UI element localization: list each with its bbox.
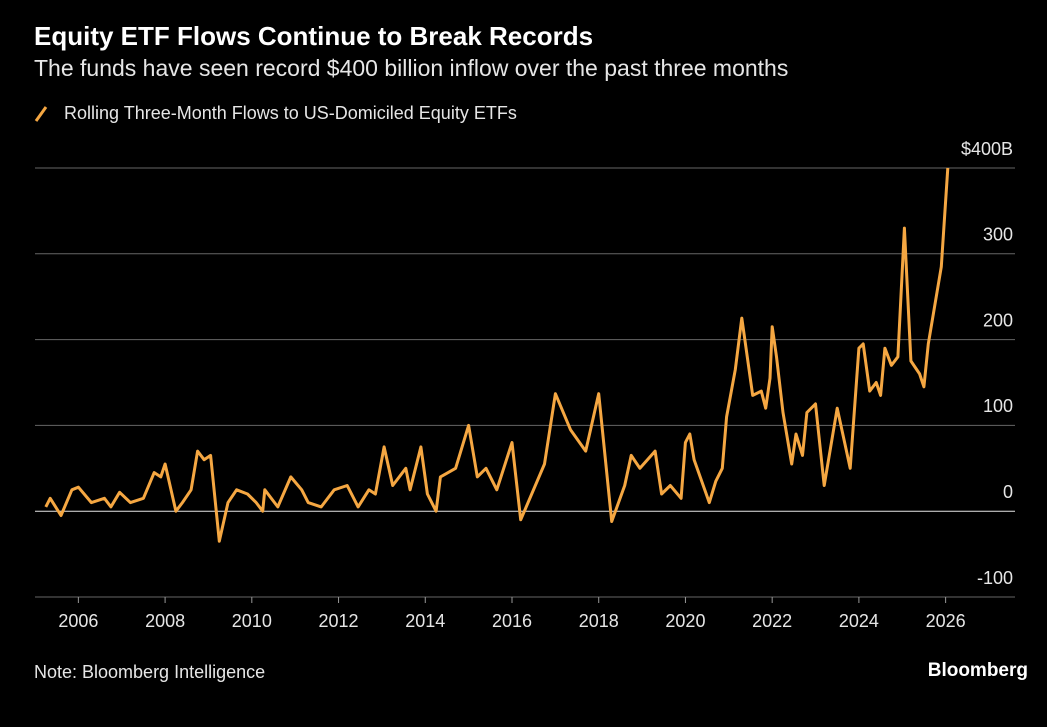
y-tick-label: 300 bbox=[983, 225, 1013, 245]
x-tick-label: 2020 bbox=[665, 611, 705, 631]
chart-subtitle: The funds have seen record $400 billion … bbox=[34, 55, 788, 81]
legend-label: Rolling Three-Month Flows to US-Domicile… bbox=[64, 103, 517, 123]
legend-swatch bbox=[34, 106, 48, 122]
x-tick-label: 2026 bbox=[926, 611, 966, 631]
chart-title: Equity ETF Flows Continue to Break Recor… bbox=[34, 21, 593, 51]
x-tick-label: 2018 bbox=[579, 611, 619, 631]
x-tick-label: 2010 bbox=[232, 611, 272, 631]
x-tick-label: 2008 bbox=[145, 611, 185, 631]
y-tick-label: -100 bbox=[977, 568, 1013, 588]
x-tick-label: 2022 bbox=[752, 611, 792, 631]
note: Note: Bloomberg Intelligence bbox=[34, 662, 265, 682]
y-tick-label: 0 bbox=[1003, 482, 1013, 502]
y-tick-label: $400B bbox=[961, 139, 1013, 159]
x-tick-label: 2024 bbox=[839, 611, 879, 631]
brand: Bloomberg bbox=[928, 660, 1028, 681]
data-line bbox=[44, 167, 950, 543]
y-tick-label: 200 bbox=[983, 310, 1013, 330]
x-tick-label: 2016 bbox=[492, 611, 532, 631]
x-tick-label: 2012 bbox=[319, 611, 359, 631]
x-tick-label: 2006 bbox=[58, 611, 98, 631]
y-tick-label: 100 bbox=[983, 396, 1013, 416]
x-tick-label: 2014 bbox=[405, 611, 445, 631]
